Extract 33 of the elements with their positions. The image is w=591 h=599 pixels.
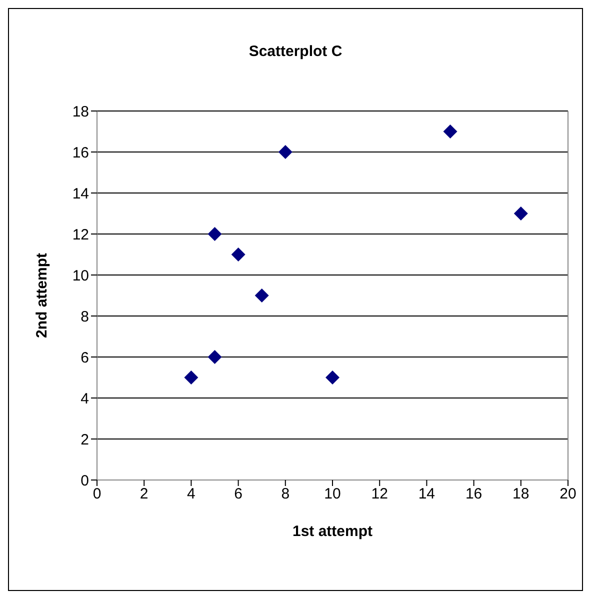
x-tick-label: 10 — [324, 486, 341, 503]
x-tick-label: 14 — [418, 486, 436, 503]
chart-title: Scatterplot C — [248, 43, 344, 60]
x-tick-label: 2 — [140, 486, 148, 503]
x-tick-label: 12 — [371, 486, 388, 503]
y-tick-label: 4 — [80, 390, 89, 408]
point — [514, 206, 528, 220]
x-tick-label: 16 — [465, 486, 482, 503]
point — [208, 350, 222, 364]
x-tick-label: 18 — [512, 486, 530, 503]
point — [326, 370, 340, 384]
y-tick-label: 10 — [72, 267, 89, 284]
y-tick-label: 18 — [72, 103, 89, 120]
point — [278, 145, 292, 159]
point — [254, 288, 269, 302]
y-tick-label: 16 — [72, 144, 89, 162]
x-tick-label: 20 — [560, 486, 576, 503]
point — [208, 227, 222, 241]
y-tick-label: 8 — [80, 308, 89, 326]
point — [184, 370, 198, 384]
point — [231, 248, 246, 262]
x-tick-label: 8 — [281, 486, 290, 503]
y-tick-label: 0 — [80, 472, 89, 490]
x-tick-label: 6 — [234, 486, 242, 503]
x-tick-label: 4 — [187, 486, 196, 503]
y-tick-label: 12 — [72, 226, 89, 244]
point — [443, 124, 458, 138]
y-tick-label: 14 — [72, 185, 89, 202]
x-tick-label: 0 — [92, 486, 102, 503]
y-tick-label: 2 — [80, 431, 89, 448]
y-tick-label: 6 — [80, 349, 89, 366]
y-axis-title: 2nd attempt — [33, 252, 50, 338]
x-axis-title: 1st attempt — [292, 523, 373, 540]
